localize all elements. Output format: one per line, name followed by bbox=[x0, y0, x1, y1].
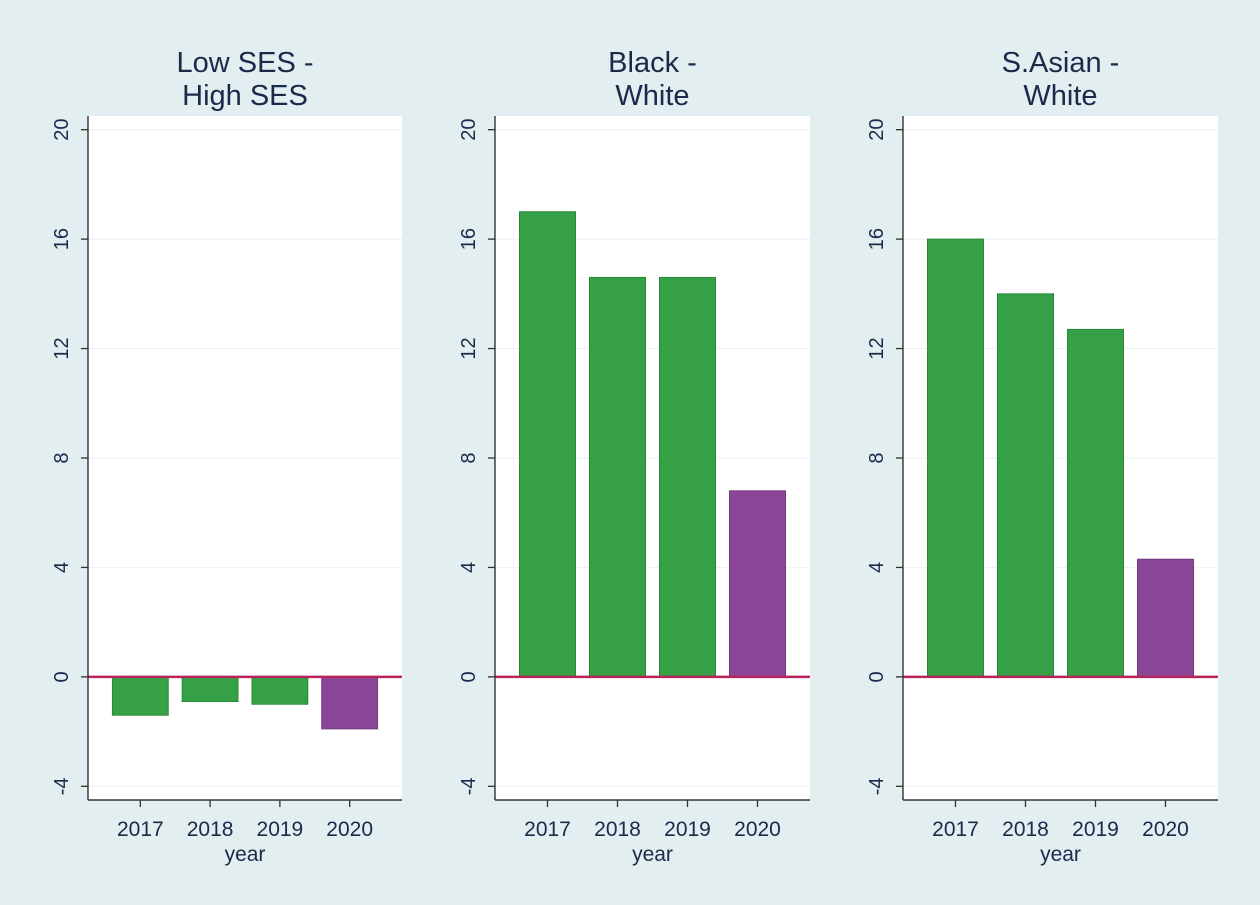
bar-2019 bbox=[659, 276, 716, 678]
y-tick-label: 16 bbox=[51, 228, 73, 250]
x-tick-label: 2017 bbox=[932, 818, 979, 841]
bar-2017 bbox=[927, 238, 984, 678]
chart-panel-3: 2017 2018 2019 2020 -4 0 4 8 12 16 20 S.Asian -Whit… bbox=[866, 47, 1218, 866]
chart-panel-2: 2017 2018 2019 2020 -4 0 4 8 12 16 20 Black -White y… bbox=[458, 47, 810, 866]
y-tick-label: 16 bbox=[458, 228, 480, 250]
bar-2020 bbox=[1137, 558, 1194, 678]
x-tick-label: 2017 bbox=[524, 818, 571, 841]
bar-2020 bbox=[729, 490, 786, 678]
x-tick-label: 2019 bbox=[664, 818, 711, 841]
y-tick-label: 4 bbox=[866, 562, 888, 573]
x-tick-label: 2018 bbox=[594, 818, 641, 841]
y-tick-label: 4 bbox=[458, 562, 480, 573]
y-tick-label: -4 bbox=[458, 777, 480, 795]
x-tick-label: 2018 bbox=[187, 818, 234, 841]
chart-title-line: White bbox=[1023, 80, 1097, 112]
bar-2018 bbox=[181, 676, 239, 703]
y-tick-label: 0 bbox=[51, 671, 73, 682]
y-tick-label: 12 bbox=[458, 337, 480, 359]
bar-2020 bbox=[321, 676, 379, 730]
chart-title-line: Black - bbox=[608, 47, 697, 79]
x-tick-label: 2020 bbox=[326, 818, 373, 841]
y-tick-label: 8 bbox=[458, 452, 480, 463]
y-tick-label: 12 bbox=[866, 337, 888, 359]
x-tick-label: 2018 bbox=[1002, 818, 1049, 841]
bar-2017 bbox=[111, 676, 169, 716]
x-tick-label: 2019 bbox=[257, 818, 304, 841]
bar-2019 bbox=[1067, 328, 1124, 678]
y-tick-label: 12 bbox=[51, 337, 73, 359]
x-axis-label: year bbox=[632, 843, 673, 866]
chart-title-line: S.Asian - bbox=[1002, 47, 1120, 79]
y-tick-label: 8 bbox=[866, 452, 888, 463]
x-tick-label: 2020 bbox=[734, 818, 781, 841]
y-tick-label: 20 bbox=[458, 119, 480, 141]
bar-2019 bbox=[251, 676, 309, 705]
x-tick-label: 2017 bbox=[117, 818, 164, 841]
bar-2018 bbox=[997, 293, 1054, 678]
y-tick-label: 20 bbox=[866, 119, 888, 141]
x-axis-label: year bbox=[1040, 843, 1081, 866]
chart-title-line: White bbox=[615, 80, 689, 112]
chart-title-line: High SES bbox=[182, 80, 308, 112]
chart-title-line: Low SES - bbox=[177, 47, 314, 79]
bar-2017 bbox=[519, 211, 576, 678]
y-tick-label: 8 bbox=[51, 452, 73, 463]
y-tick-label: 4 bbox=[51, 562, 73, 573]
x-tick-label: 2020 bbox=[1142, 818, 1189, 841]
chart-panel-1: 2017 2018 2019 2020 -4 0 4 8 12 16 20 Low SES -High… bbox=[51, 47, 402, 866]
y-tick-label: -4 bbox=[51, 777, 73, 795]
x-axis-label: year bbox=[225, 843, 266, 866]
y-tick-label: 0 bbox=[866, 671, 888, 682]
bar-2018 bbox=[589, 276, 646, 678]
x-tick-label: 2019 bbox=[1072, 818, 1119, 841]
y-tick-label: -4 bbox=[866, 777, 888, 795]
y-tick-label: 20 bbox=[51, 119, 73, 141]
y-tick-label: 16 bbox=[866, 228, 888, 250]
y-tick-label: 0 bbox=[458, 671, 480, 682]
